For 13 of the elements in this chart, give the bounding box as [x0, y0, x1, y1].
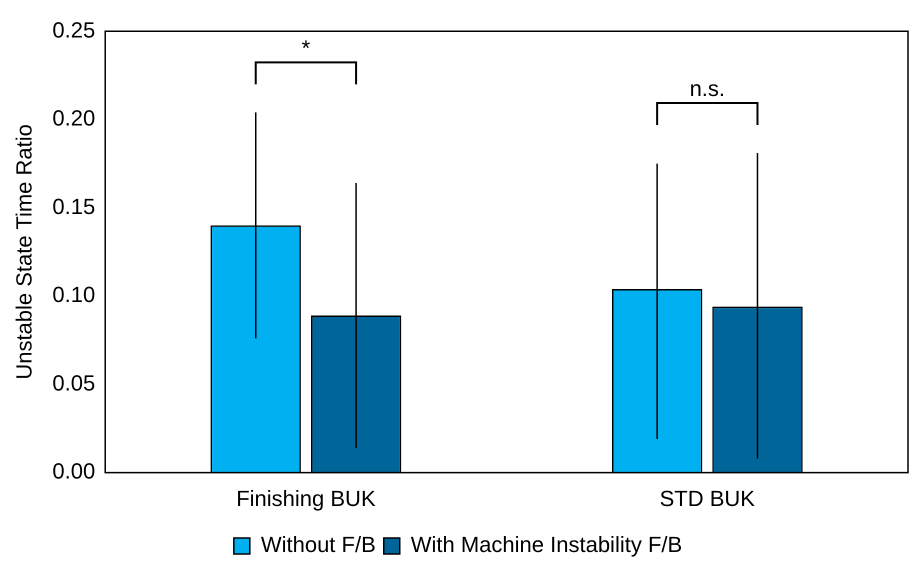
legend-label: With Machine Instability F/B [410, 532, 682, 558]
y-tick-label: 0.10 [52, 282, 96, 308]
y-axis-title: Unstable State Time Ratio [11, 124, 36, 380]
y-tick-label: 0.15 [52, 194, 96, 219]
annotation: * [302, 35, 311, 60]
y-tick-label: 0.05 [52, 370, 96, 396]
x-tick-label: STD BUK [660, 486, 756, 511]
y-tick-label: 0.25 [52, 17, 96, 42]
annotation: n.s. [690, 76, 726, 102]
y-tick-label: 0.20 [52, 106, 96, 131]
y-tick-label: 0.00 [52, 458, 96, 484]
legend-label: Without F/B [260, 532, 376, 558]
x-tick-label: Finishing BUK [236, 486, 376, 511]
